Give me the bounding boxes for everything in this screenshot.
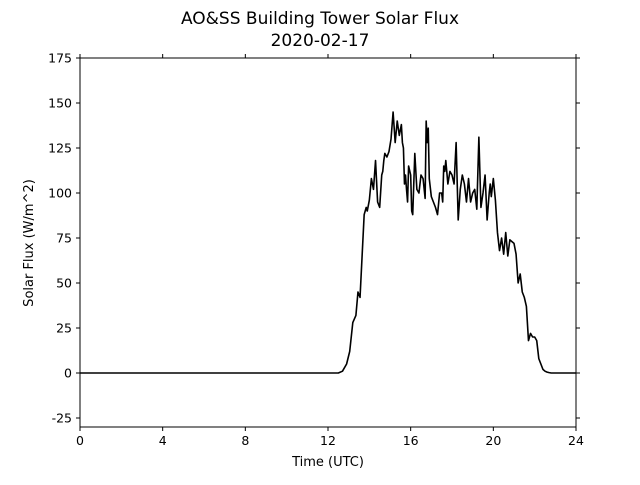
y-tick-label: 75	[56, 231, 72, 246]
y-tick-label: 100	[48, 186, 72, 201]
chart-subtitle: 2020-02-17	[271, 31, 370, 51]
x-tick-label: 0	[76, 433, 84, 448]
y-tick-label: 50	[56, 276, 72, 291]
x-tick-label: 20	[485, 433, 501, 448]
x-axis-label: Time (UTC)	[291, 455, 364, 470]
y-axis-label: Solar Flux (W/m^2)	[22, 179, 37, 307]
chart-title: AO&SS Building Tower Solar Flux	[181, 9, 459, 29]
x-tick-label: 24	[568, 433, 584, 448]
x-tick-label: 12	[320, 433, 336, 448]
y-tick-label: 25	[56, 321, 72, 336]
y-tick-label: 0	[64, 366, 72, 381]
plot-area: 0 4 8 12 16 20 24 -25 0 25 50 75 100 125 150 175	[48, 51, 584, 449]
x-tick-label: 4	[159, 433, 167, 448]
y-tick-label: 175	[48, 51, 72, 66]
y-tick-label: 150	[48, 96, 72, 111]
series-line-0	[80, 111, 576, 374]
x-tick-label: 8	[241, 433, 249, 448]
x-tick-label: 16	[403, 433, 419, 448]
y-tick-label: -25	[52, 411, 72, 426]
y-tick-label: 125	[48, 141, 72, 156]
